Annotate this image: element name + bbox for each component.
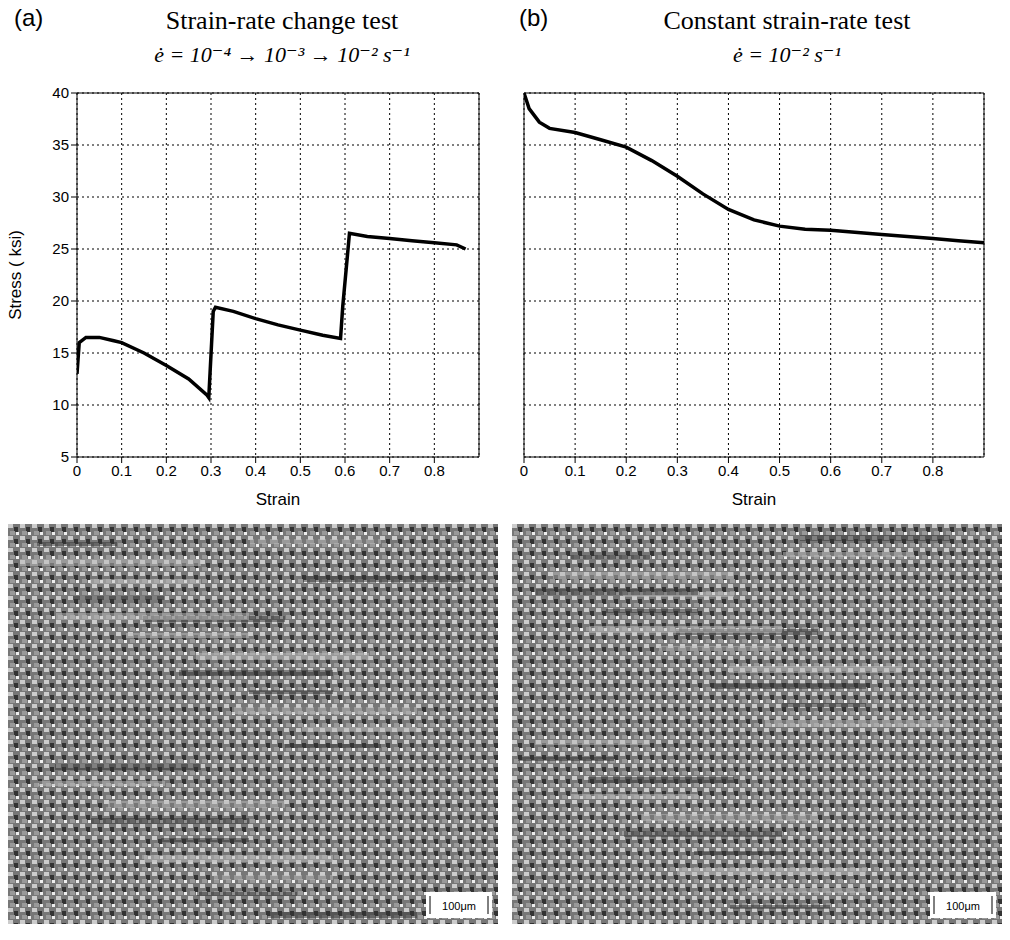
svg-text:0.5: 0.5 — [769, 462, 790, 479]
svg-text:30: 30 — [52, 188, 69, 205]
svg-text:Strain: Strain — [732, 490, 776, 509]
svg-text:Strain: Strain — [256, 490, 300, 509]
svg-text:0.8: 0.8 — [424, 462, 445, 479]
svg-text:0.4: 0.4 — [245, 462, 266, 479]
svg-text:0.7: 0.7 — [379, 462, 400, 479]
svg-text:35: 35 — [52, 136, 69, 153]
svg-text:0.3: 0.3 — [201, 462, 222, 479]
html-text:Constant strain-rate test: Constant strain-rate test — [663, 6, 911, 35]
svg-text:10: 10 — [52, 396, 69, 413]
svg-text:0.7: 0.7 — [871, 462, 892, 479]
svg-text:0.5: 0.5 — [290, 462, 311, 479]
svg-text:5: 5 — [61, 448, 69, 465]
html-text:(b): (b) — [519, 4, 549, 31]
html-text:ė = 10⁻² s⁻¹: ė = 10⁻² s⁻¹ — [733, 42, 841, 67]
svg-text:20: 20 — [52, 292, 69, 309]
svg-text:40: 40 — [52, 84, 69, 101]
svg-text:0.8: 0.8 — [922, 462, 943, 479]
svg-text:0.2: 0.2 — [156, 462, 177, 479]
html-text:Strain-rate change test: Strain-rate change test — [165, 6, 399, 35]
svg-text:0: 0 — [520, 462, 528, 479]
svg-text:100μm: 100μm — [442, 900, 476, 912]
html-text:ė = 10⁻⁴ → 10⁻³ → 10⁻² s⁻¹: ė = 10⁻⁴ → 10⁻³ → 10⁻² s⁻¹ — [154, 42, 410, 67]
svg-text:0: 0 — [73, 462, 81, 479]
svg-text:0.6: 0.6 — [335, 462, 356, 479]
svg-text:0.6: 0.6 — [820, 462, 841, 479]
svg-text:0.1: 0.1 — [111, 462, 132, 479]
svg-text:25: 25 — [52, 240, 69, 257]
svg-text:0.3: 0.3 — [667, 462, 688, 479]
svg-text:0.2: 0.2 — [616, 462, 637, 479]
svg-text:Stress ( ksi): Stress ( ksi) — [6, 230, 25, 320]
svg-text:0.1: 0.1 — [565, 462, 586, 479]
svg-text:100μm: 100μm — [946, 900, 980, 912]
html-text:(a): (a) — [14, 4, 44, 31]
svg-text:0.4: 0.4 — [718, 462, 739, 479]
svg-text:15: 15 — [52, 344, 69, 361]
